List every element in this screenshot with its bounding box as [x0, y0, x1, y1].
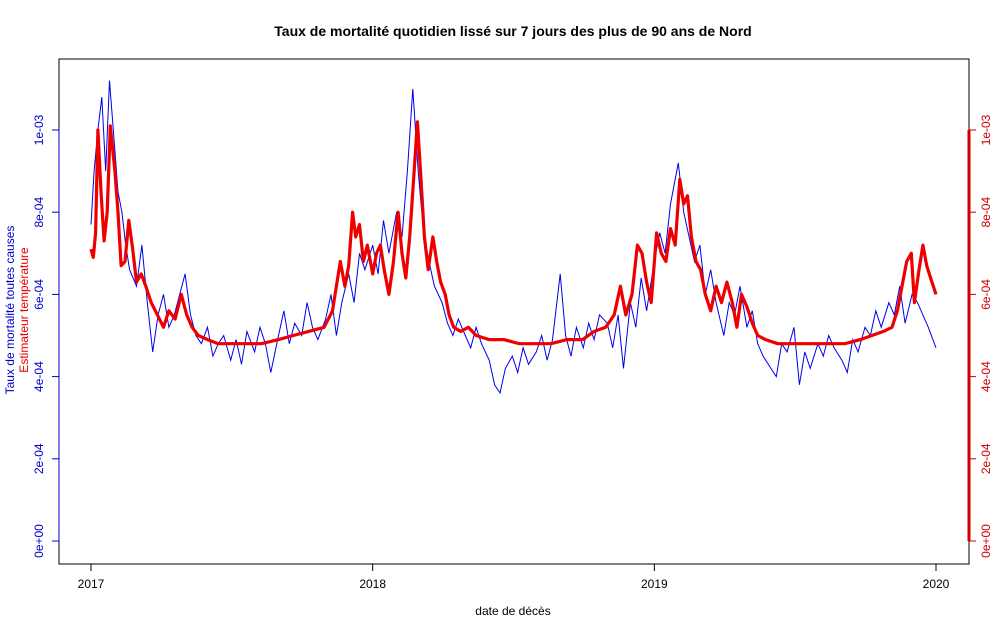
- right-tick-label: 2e-04: [979, 443, 993, 474]
- x-tick-label: 2017: [78, 577, 105, 591]
- left-tick-label: 1e-03: [32, 114, 46, 145]
- left-tick-label: 4e-04: [32, 361, 46, 392]
- chart-title: Taux de mortalité quotidien lissé sur 7 …: [274, 23, 751, 39]
- right-tick-label: 6e-04: [979, 279, 993, 310]
- x-axis-label: date de décès: [475, 604, 550, 618]
- left-y-axis: 0e+00 2e-04 4e-04 6e-04 8e-04 1e-03: [32, 114, 60, 558]
- left-tick-label: 2e-04: [32, 443, 46, 474]
- right-y-axis: 0e+00 2e-04 4e-04 6e-04 8e-04 1e-03: [967, 114, 993, 558]
- series-mortality-line: [90, 80, 937, 395]
- left-tick-label: 6e-04: [32, 279, 46, 310]
- right-tick-label: 0e+00: [979, 524, 993, 558]
- x-tick-label: 2019: [641, 577, 668, 591]
- right-tick-label: 4e-04: [979, 361, 993, 392]
- y-axis-label-temperature: Estimateur température: [17, 247, 31, 373]
- right-tick-label: 8e-04: [979, 197, 993, 228]
- y-axis-label-mortality: Taux de mortalité toutes causes: [3, 226, 17, 395]
- x-tick-label: 2018: [359, 577, 386, 591]
- x-tick-label: 2020: [923, 577, 950, 591]
- right-tick-label: 1e-03: [979, 114, 993, 145]
- plot-frame: [58, 58, 970, 565]
- x-axis: 2017 2018 2019 2020: [78, 563, 950, 591]
- left-tick-label: 8e-04: [32, 197, 46, 228]
- left-tick-label: 0e+00: [32, 524, 46, 558]
- series-temperature-line: [89, 120, 938, 346]
